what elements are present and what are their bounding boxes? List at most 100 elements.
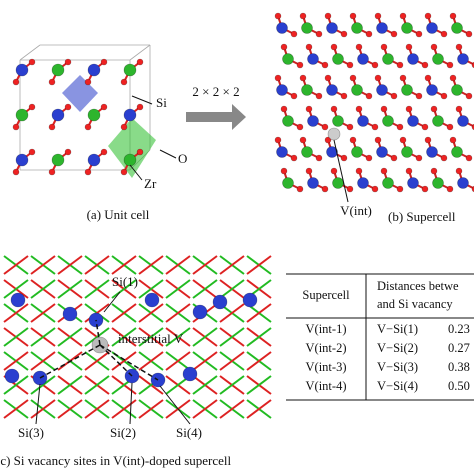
bond [84,399,110,419]
atom [62,306,78,322]
table-cell: V−Si(3) [377,360,418,374]
atom [399,74,407,82]
atom [407,53,419,65]
bond [84,255,110,275]
atom [326,22,338,34]
atom [449,136,457,144]
atom [15,108,29,122]
atom [346,61,354,69]
bond [111,399,137,419]
atom [324,136,332,144]
table-header: and Si vacancy [377,297,453,311]
atom-label: Si [156,95,167,110]
atom [374,12,382,20]
atom [401,146,413,158]
table-cell: V−Si(4) [377,379,418,393]
bond [57,327,83,347]
bond [192,399,218,419]
atom [290,154,298,162]
atom [299,74,307,82]
atom [351,84,363,96]
atom [12,78,20,86]
atom [357,53,369,65]
atom [315,30,323,38]
atom [144,292,160,308]
bond [246,351,272,371]
atom [296,61,304,69]
atom [451,22,463,34]
bond [30,279,56,299]
table-cell: 0.23 [448,322,470,336]
pointers [35,291,191,425]
atom [457,115,469,127]
bond [3,279,29,299]
atom [421,185,429,193]
atom [87,63,101,77]
arrow [186,104,246,130]
atom-label: Si(3) [18,425,44,440]
atom [396,123,404,131]
atom [405,43,413,51]
atom [64,58,72,66]
atom [376,22,388,34]
atom [376,84,388,96]
atom [123,153,137,167]
polyhedron [108,118,156,178]
atom [401,84,413,96]
atom [15,153,29,167]
atom [390,154,398,162]
bond [192,375,218,395]
atom [365,92,373,100]
atom [321,185,329,193]
bond [192,255,218,275]
atom [299,12,307,20]
table-cell: V(int-1) [306,322,347,336]
bond [246,327,272,347]
bond [246,255,272,275]
atom [405,167,413,175]
atom-label: Zr [144,176,157,191]
structures [3,12,474,419]
caption: (a) Unit cell [87,207,150,222]
atom [100,148,108,156]
bond [129,44,151,61]
bond [3,327,29,347]
table-cell: 0.27 [448,341,470,355]
atom [120,78,128,86]
atom [12,123,20,131]
atom [430,105,438,113]
atom [274,74,282,82]
atom [242,292,258,308]
caption: (b) Supercell [388,209,456,224]
bond [30,399,56,419]
caption: (c) Si vacancy sites in V(int)-doped sup… [0,453,232,468]
bond [111,351,137,371]
atom [64,148,72,156]
atom [301,84,313,96]
bond [3,399,29,419]
atom [280,167,288,175]
atom [365,154,373,162]
atom [10,292,26,308]
atom-label: Si(1) [112,274,138,289]
bond [3,375,29,395]
bond [219,375,245,395]
bond [57,399,83,419]
arrow-label: 2 × 2 × 2 [192,84,239,99]
atom-label: O [178,151,187,166]
atom [415,92,423,100]
atom [296,123,304,131]
atom [301,146,313,158]
bond [165,303,191,323]
bond [219,255,245,275]
atom [64,103,72,111]
atom [321,123,329,131]
bond [57,279,83,299]
atom [446,185,454,193]
atom [396,61,404,69]
atom [340,30,348,38]
atom [449,74,457,82]
atom [87,108,101,122]
